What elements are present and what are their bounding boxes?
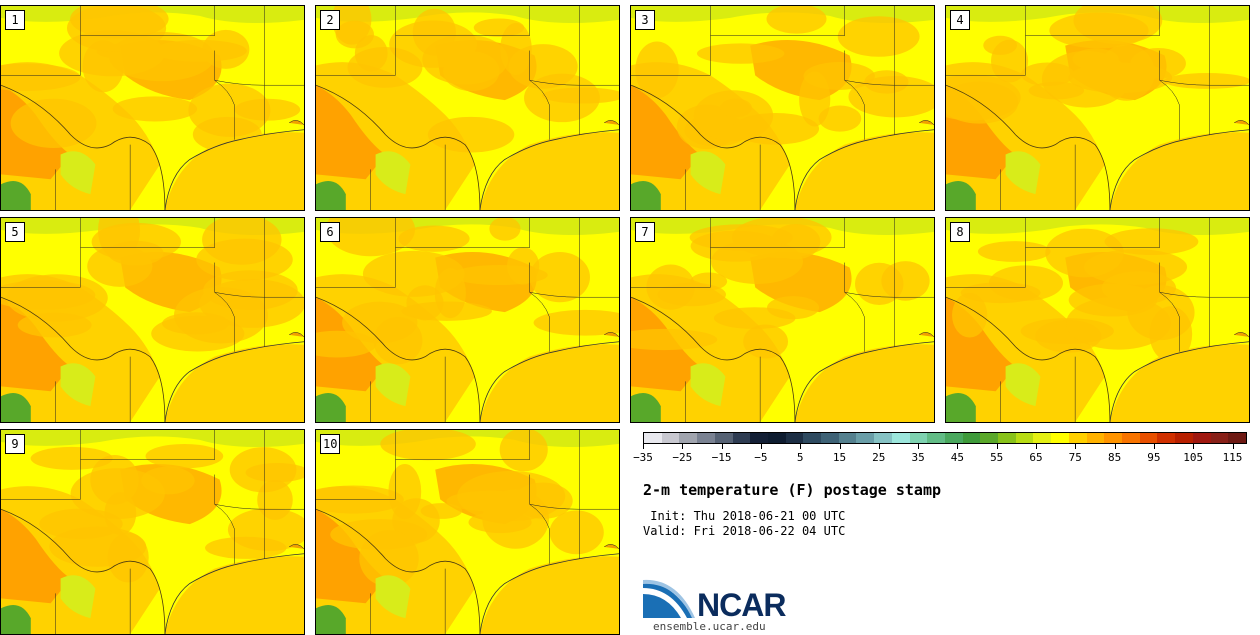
colorbar-tick-label: 105 — [1183, 451, 1204, 464]
colorbar-swatch — [1015, 433, 1034, 443]
colorbar-swatch — [891, 433, 910, 443]
member-map-panel: 10 — [315, 429, 620, 635]
colorbar-tick-label: −25 — [672, 451, 693, 464]
colorbar-tick-label: 115 — [1222, 451, 1243, 464]
member-map-panel: 6 — [315, 217, 620, 423]
colorbar-swatch — [821, 433, 839, 443]
colorbar-tick-mark — [800, 444, 802, 449]
colorbar-swatch — [1051, 433, 1069, 443]
colorbar-swatch — [980, 433, 999, 443]
colorbar-tick-mark — [878, 444, 880, 449]
member-label: 10 — [320, 434, 341, 454]
colorbar-tick-label: 55 — [990, 451, 1004, 464]
colorbar-tick-mark — [760, 444, 762, 449]
colorbar-tick-label: 75 — [1068, 451, 1082, 464]
colorbar-tick-mark — [721, 444, 723, 449]
member-label: 9 — [5, 434, 25, 454]
ncar-logo-text: NCAR — [697, 587, 786, 623]
colorbar-tick-mark — [839, 444, 841, 449]
colorbar-tick-label: 65 — [1029, 451, 1043, 464]
colorbar-tick-label: 45 — [950, 451, 965, 464]
colorbar-tick-mark — [643, 444, 644, 449]
member-map-panel: 5 — [0, 217, 305, 423]
member-label: 3 — [635, 10, 655, 30]
colorbar-tick-label: 95 — [1147, 451, 1161, 464]
member-map-panel: 3 — [630, 5, 935, 211]
colorbar-swatch — [1033, 433, 1052, 443]
colorbar-swatch — [927, 433, 945, 443]
colorbar-tick-mark — [1153, 444, 1155, 449]
colorbar-swatch — [661, 433, 680, 443]
colorbar-tick-mark — [1036, 444, 1037, 449]
colorbar-swatch — [679, 433, 698, 443]
colorbar-swatch — [714, 433, 733, 443]
member-label: 5 — [5, 222, 25, 242]
colorbar-tick-label: 15 — [832, 451, 847, 464]
member-label: 1 — [5, 10, 25, 30]
colorbar-tick-label: −15 — [711, 451, 732, 464]
temperature-colorbar — [643, 432, 1247, 444]
colorbar-tick-mark — [1114, 444, 1116, 449]
colorbar-swatch — [1228, 433, 1246, 443]
member-map-panel: 2 — [315, 5, 620, 211]
member-map-panel: 1 — [0, 5, 305, 211]
colorbar-swatch — [909, 433, 928, 443]
member-map-panel: 4 — [945, 5, 1250, 211]
colorbar-swatch — [697, 433, 715, 443]
colorbar-tick-label: 35 — [911, 451, 925, 464]
colorbar-tick-label: −35 — [633, 451, 653, 464]
figure-title: 2-m temperature (F) postage stamp — [643, 481, 942, 499]
colorbar-swatch — [1068, 433, 1087, 443]
colorbar-swatch — [767, 433, 786, 443]
colorbar-tick-label: −5 — [754, 451, 768, 464]
init-time: Init: Thu 2018-06-21 00 UTC — [643, 509, 846, 523]
colorbar-swatch — [962, 433, 981, 443]
colorbar-swatch — [803, 433, 822, 443]
site-url[interactable]: ensemble.ucar.edu — [653, 620, 766, 633]
member-map-panel: 9 — [0, 429, 305, 635]
colorbar-swatch — [644, 433, 662, 443]
colorbar-swatch — [838, 433, 857, 443]
member-label: 7 — [635, 222, 655, 242]
colorbar-swatch — [1086, 433, 1105, 443]
colorbar-tick-label: 25 — [872, 451, 886, 464]
colorbar-swatch — [944, 433, 963, 443]
colorbar-swatch — [998, 433, 1016, 443]
member-label: 4 — [950, 10, 970, 30]
colorbar-swatch — [1157, 433, 1176, 443]
member-label: 2 — [320, 10, 340, 30]
colorbar-swatch — [1175, 433, 1193, 443]
member-map-panel: 7 — [630, 217, 935, 423]
colorbar-swatch — [1104, 433, 1122, 443]
valid-time: Valid: Fri 2018-06-22 04 UTC — [643, 524, 846, 538]
colorbar-tick-mark — [682, 444, 684, 449]
colorbar-swatch — [1210, 433, 1229, 443]
colorbar-swatch — [785, 433, 804, 443]
colorbar-swatch — [1192, 433, 1211, 443]
colorbar-swatch — [1139, 433, 1158, 443]
colorbar-tick-mark — [1075, 444, 1077, 449]
ncar-logo-icon — [643, 579, 695, 618]
colorbar-swatch — [856, 433, 875, 443]
member-label: 8 — [950, 222, 970, 242]
colorbar-tick-label: 85 — [1107, 451, 1122, 464]
colorbar-swatch — [732, 433, 751, 443]
colorbar-tick-mark — [957, 444, 959, 449]
colorbar-swatch — [750, 433, 768, 443]
colorbar-swatch — [1121, 433, 1140, 443]
colorbar-tick-mark — [996, 444, 998, 449]
member-map-panel: 8 — [945, 217, 1250, 423]
colorbar-swatch — [874, 433, 892, 443]
colorbar-tick-mark — [1232, 444, 1234, 449]
colorbar-tick-label: 5 — [796, 451, 804, 464]
colorbar-tick-mark — [918, 444, 920, 449]
member-label: 6 — [320, 222, 340, 242]
colorbar-tick-mark — [1193, 444, 1195, 449]
